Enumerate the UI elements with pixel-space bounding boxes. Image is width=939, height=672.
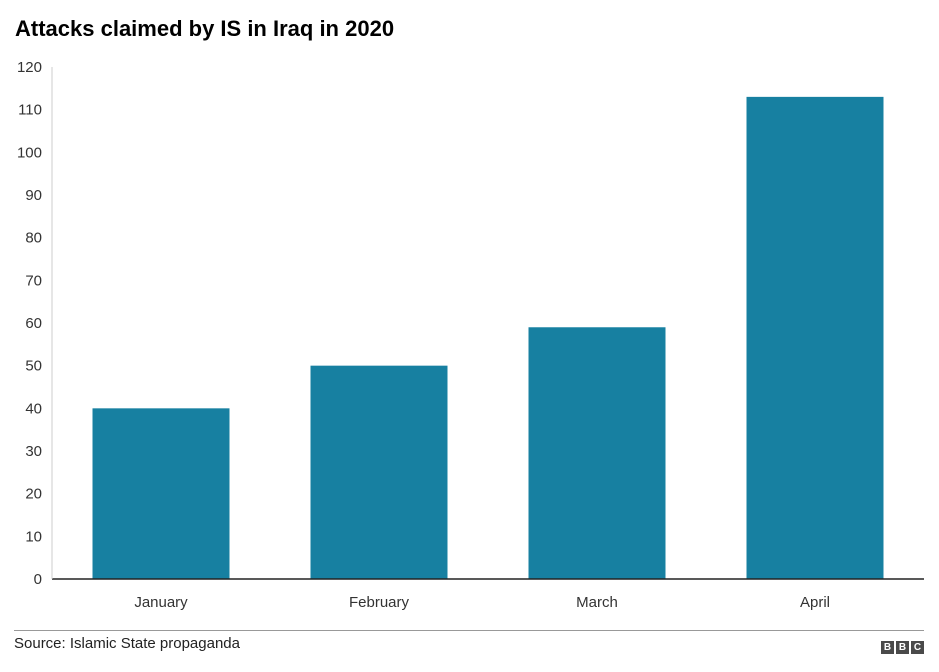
bbc-logo: B B C <box>881 641 924 654</box>
chart-title: Attacks claimed by IS in Iraq in 2020 <box>15 16 395 41</box>
source-note: Source: Islamic State propaganda <box>14 635 240 652</box>
bar-chart: 0 10 20 30 40 50 60 70 80 90 100 110 120 January Febr… <box>17 59 924 611</box>
y-tick-label-60: 60 <box>25 315 42 332</box>
y-tick-label-100: 100 <box>17 144 42 161</box>
x-tick-label-january: January <box>134 594 188 611</box>
bar-january <box>92 408 230 579</box>
bar-april <box>746 96 884 579</box>
y-tick-label-110: 110 <box>18 102 42 119</box>
y-tick-label-90: 90 <box>25 187 42 204</box>
y-tick-label-40: 40 <box>25 400 42 417</box>
logo-letter-c: C <box>911 641 924 654</box>
y-tick-label-50: 50 <box>25 358 42 375</box>
bar-march <box>528 327 666 579</box>
y-tick-label-20: 20 <box>25 486 42 503</box>
bars <box>92 96 884 579</box>
y-tick-label-10: 10 <box>25 528 42 545</box>
x-tick-label-february: February <box>349 594 410 611</box>
y-tick-label-80: 80 <box>25 230 42 247</box>
x-tick-label-april: April <box>800 594 830 611</box>
y-tick-label-120: 120 <box>17 59 42 76</box>
source-divider <box>14 630 924 631</box>
logo-letter-b1: B <box>881 641 894 654</box>
y-tick-label-70: 70 <box>25 272 42 289</box>
logo-letter-b2: B <box>896 641 909 654</box>
x-axis-ticks: January February March April <box>134 594 830 611</box>
x-tick-label-march: March <box>576 594 618 611</box>
y-axis-ticks: 0 10 20 30 40 50 60 70 80 90 100 110 120 <box>17 59 42 588</box>
y-tick-label-30: 30 <box>25 443 42 460</box>
y-tick-label-0: 0 <box>34 571 42 588</box>
bar-february <box>310 365 448 579</box>
